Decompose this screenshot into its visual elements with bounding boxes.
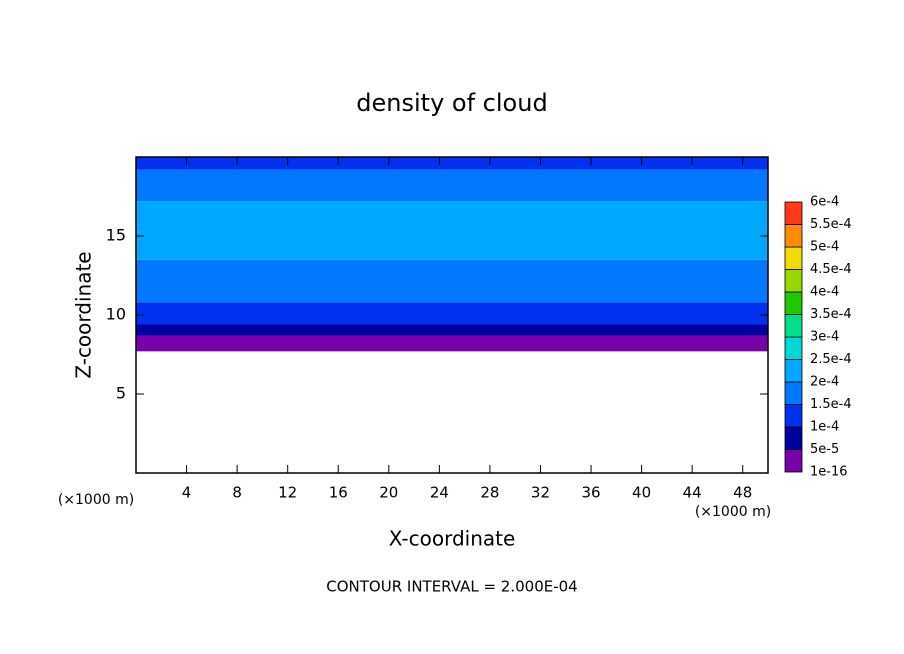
colorbar-label: 5.5e-4 — [810, 217, 852, 232]
colorbar-label: 4.5e-4 — [810, 262, 852, 277]
colorbar-swatch — [784, 336, 803, 360]
chart-title: density of cloud — [356, 89, 547, 117]
y-tick-label: 15 — [106, 226, 126, 245]
colorbar-swatch — [784, 314, 803, 338]
colorbar-label: 1.5e-4 — [810, 397, 852, 412]
annotation: CONTOUR INTERVAL = 2.000E-04 — [326, 578, 577, 596]
contour-band — [136, 302, 768, 325]
contour-band — [136, 157, 768, 170]
colorbar-label: 1e-16 — [810, 465, 848, 480]
contour-band — [136, 335, 768, 352]
colorbar-swatch — [784, 381, 803, 405]
colorbar-swatch — [784, 201, 803, 225]
colorbar-label: 2e-4 — [810, 375, 839, 390]
x-tick-label: 8 — [232, 484, 242, 502]
colorbar-swatch — [784, 224, 803, 248]
colorbar-label: 4e-4 — [810, 285, 839, 300]
x-tick-label: 24 — [430, 484, 449, 502]
colorbar-swatch — [784, 426, 803, 450]
colorbar-swatch — [784, 269, 803, 293]
x-tick-label: 20 — [379, 484, 398, 502]
contour-band — [136, 324, 768, 336]
colorbar-swatch — [784, 359, 803, 383]
y-unit-label: (×1000 m) — [58, 492, 134, 508]
x-tick-label: 4 — [182, 484, 192, 502]
colorbar-label: 1e-4 — [810, 420, 839, 435]
x-tick-label: 36 — [581, 484, 600, 502]
colorbar-label: 3.5e-4 — [810, 307, 852, 322]
x-tick-label: 12 — [278, 484, 297, 502]
colorbar-label: 3e-4 — [810, 330, 839, 345]
x-tick-label: 16 — [329, 484, 348, 502]
contour-band — [136, 169, 768, 202]
x-tick-label: 32 — [531, 484, 550, 502]
contour-band — [136, 201, 768, 260]
y-tick-label: 5 — [116, 384, 126, 403]
colorbar-swatch — [784, 246, 803, 270]
colorbar-label: 5e-5 — [810, 442, 839, 457]
colorbar-swatch — [784, 449, 803, 473]
y-axis-label: Z-coordinate — [72, 251, 96, 378]
x-axis-label: X-coordinate — [389, 527, 516, 551]
x-tick-label: 40 — [632, 484, 651, 502]
x-tick-label: 44 — [683, 484, 702, 502]
x-tick-label: 28 — [480, 484, 499, 502]
colorbar-swatch — [784, 404, 803, 428]
x-unit-label: (×1000 m) — [695, 504, 771, 520]
colorbar-swatch — [784, 291, 803, 315]
y-tick-label: 10 — [106, 305, 126, 324]
colorbar-label: 5e-4 — [810, 240, 839, 255]
x-tick-label: 48 — [733, 484, 752, 502]
contour-band — [136, 259, 768, 303]
colorbar-label: 2.5e-4 — [810, 352, 852, 367]
colorbar-label: 6e-4 — [810, 195, 839, 210]
